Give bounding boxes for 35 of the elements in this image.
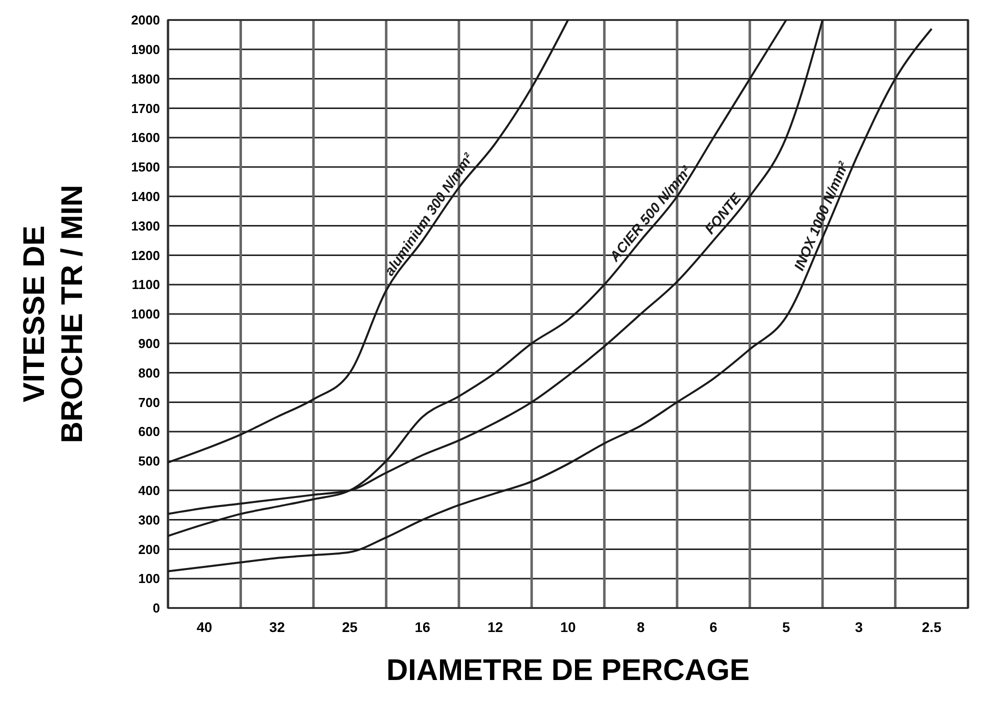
x-tick-label: 32 [269,619,286,635]
x-tick-label: 12 [487,619,504,635]
y-tick-label: 1400 [131,188,160,204]
y-tick-label: 1700 [131,100,160,116]
x-tick-label: 25 [342,619,358,635]
y-tick-label: 100 [138,571,160,586]
y-tick-label: 1200 [131,248,160,263]
y-tick-label: 1600 [131,130,160,146]
x-tick-label: 2.5 [922,619,942,635]
y-tick-label: 2000 [131,12,160,28]
y-tick-label: 1100 [132,277,160,292]
y-tick-label: 200 [138,542,160,557]
y-tick-label: 1800 [131,71,160,86]
y-axis-title: VITESSE DE BROCHE TR / MIN [18,184,89,444]
x-tick-label: 6 [710,619,718,635]
y-tick-label: 1900 [131,42,160,57]
y-tick-label: 900 [138,336,160,351]
y-tick-label: 300 [138,512,160,528]
y-tick-label: 800 [138,365,160,380]
x-tick-label: 16 [414,619,431,635]
y-tick-label: 0 [152,600,160,616]
y-tick-label: 400 [138,482,160,498]
x-axis-title: DIAMETRE DE PERCAGE [386,654,750,687]
y-tick-label: 500 [138,454,160,469]
x-tick-label: 8 [636,619,645,635]
y-tick-label: 600 [138,424,160,440]
text: INOX 1000 N/mm² [790,158,852,273]
x-tick-label: 10 [560,619,576,635]
y-tick-label: 1500 [131,160,160,175]
x-tick-label: 3 [855,619,864,635]
y-tick-label: 1000 [131,306,160,322]
y-tick-label: 1300 [131,218,160,234]
x-tick-label: 5 [782,619,790,635]
x-tick-label: 40 [196,619,212,635]
y-tick-label: 700 [138,394,160,410]
